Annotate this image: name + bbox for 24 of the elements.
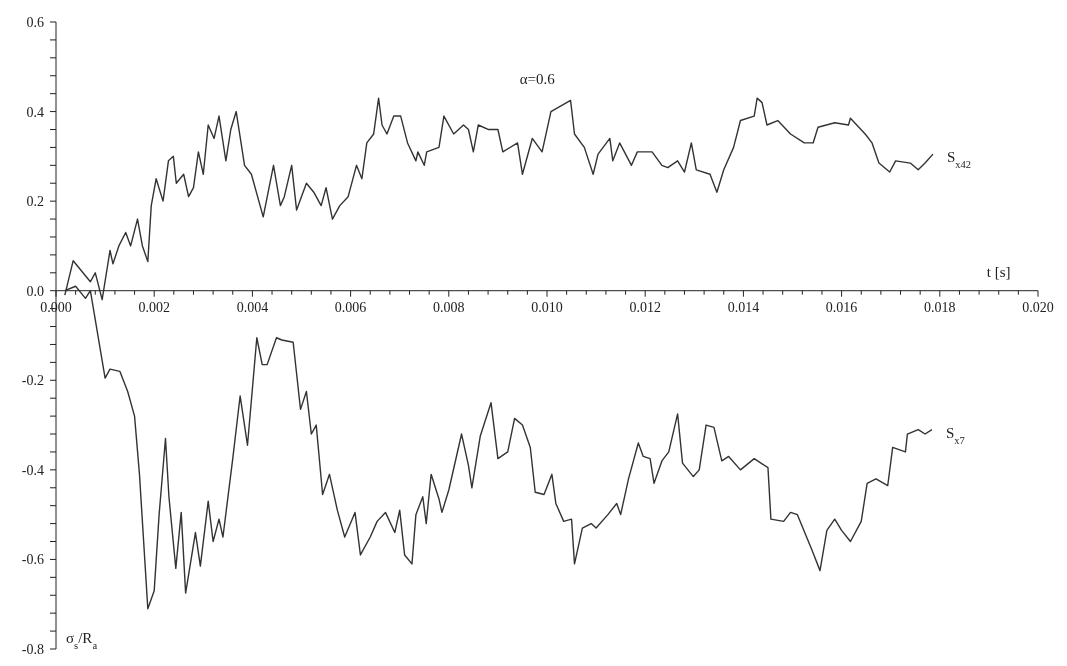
x-tick-label: 0.014 [727, 299, 760, 315]
x-tick-label: 0.004 [236, 299, 269, 315]
annotation: α=0.6 [519, 71, 556, 87]
y-tick-label: 0.2 [26, 194, 44, 210]
x-tick-label: 0.016 [825, 299, 858, 315]
y-axis-title: σ$_{s}$/R$_{a}$ [66, 630, 98, 651]
x-tick-label: 0.018 [924, 299, 956, 315]
y-tick-label: -0.6 [21, 552, 44, 568]
y-tick-label: -0.8 [21, 642, 44, 657]
y-tick-label: 0.4 [26, 104, 44, 120]
series-label: S$_{x7}$ [945, 424, 965, 446]
y-tick-label: 0.0 [26, 283, 44, 299]
x-tick-label: 0.000 [40, 299, 72, 315]
y-tick-label: -0.2 [21, 373, 44, 389]
x-tick-label: 0.010 [531, 299, 563, 315]
y-tick-label: 0.6 [26, 15, 44, 30]
series-label: S$_{x42}$ [946, 149, 972, 170]
x-tick-label: 0.020 [1022, 299, 1054, 315]
x-tick-label: 0.002 [138, 299, 170, 315]
y-tick-label: -0.4 [21, 462, 44, 478]
x-axis-title: t [s] [986, 263, 1011, 280]
x-tick-label: 0.006 [334, 299, 367, 315]
x-tick-label: 0.008 [433, 299, 465, 315]
x-tick-label: 0.012 [629, 299, 661, 315]
